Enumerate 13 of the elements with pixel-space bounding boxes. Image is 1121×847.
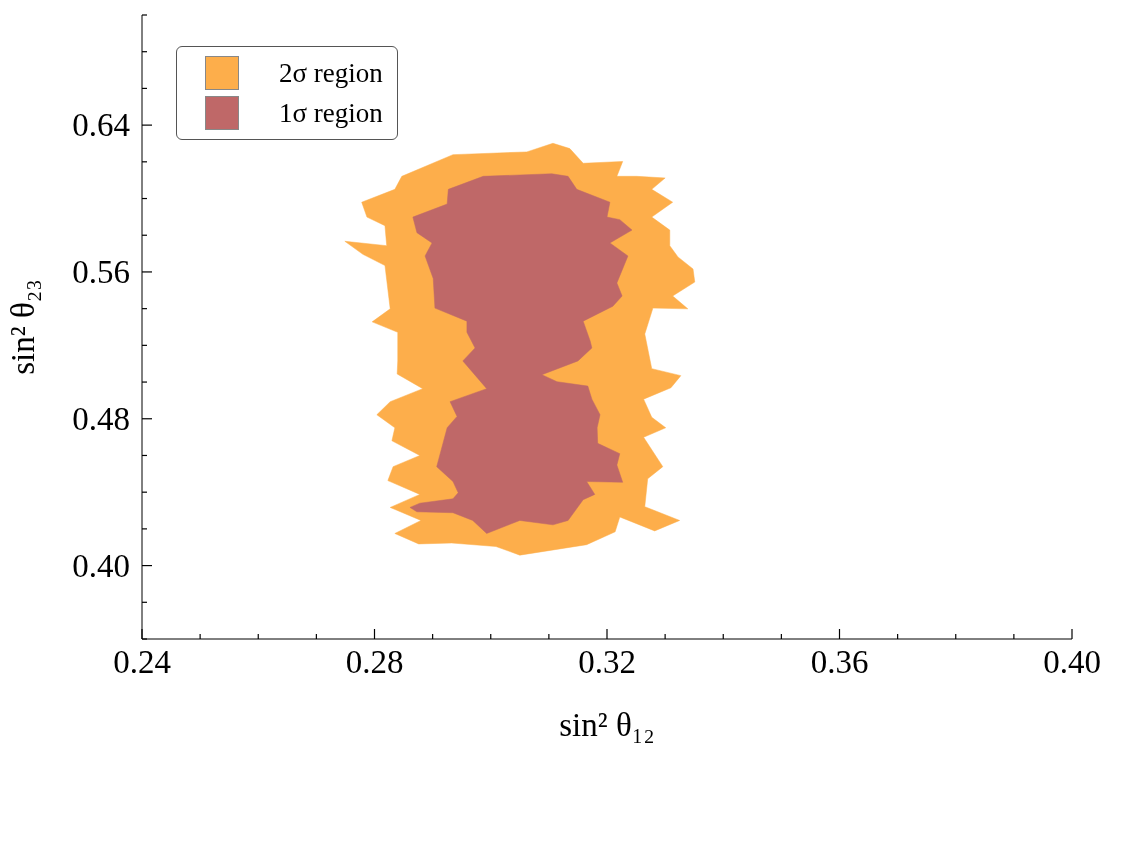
y-tick-label: 0.64 [72,107,130,144]
x-axis-title: sin² θ₁₂ [559,707,655,743]
y-tick-label: 0.56 [72,253,130,290]
x-tick-label: 0.24 [113,644,171,680]
legend-label: 2σ region [279,57,383,89]
y-tick-label: 0.40 [72,547,130,584]
x-tick-label: 0.36 [810,644,869,680]
x-tick-label: 0.28 [345,644,404,680]
y-axis-title: sin² θ₂₃ [4,279,41,375]
x-tick-label: 0.40 [1043,644,1101,680]
legend-label: 1σ region [279,97,383,129]
x-tick-label: 0.32 [578,644,636,680]
y-tick-label: 0.48 [72,400,130,437]
